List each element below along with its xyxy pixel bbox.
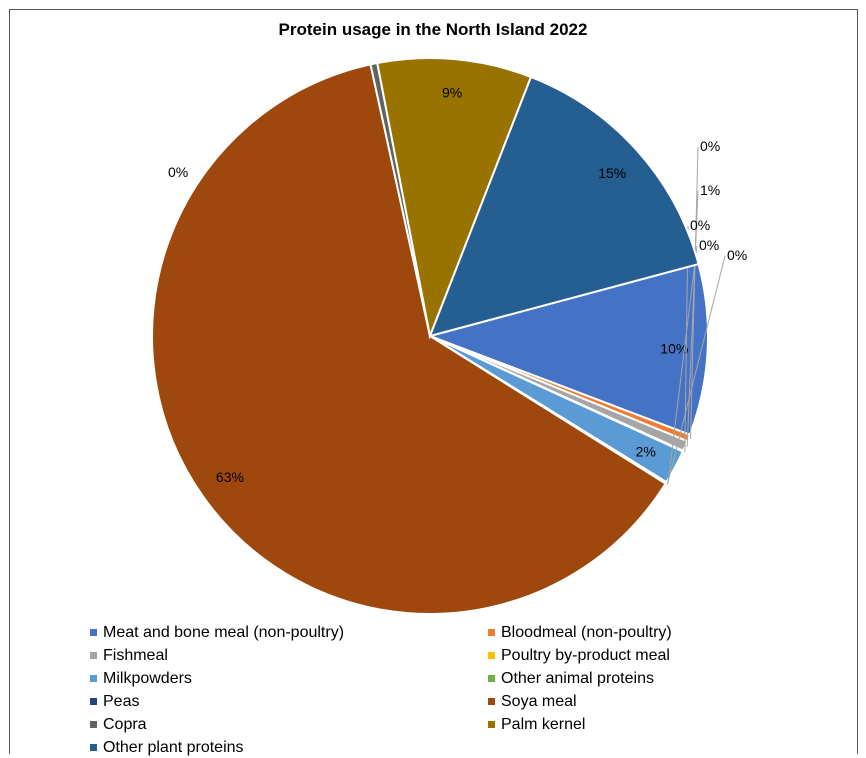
legend-swatch	[488, 698, 495, 705]
legend-label: Bloodmeal (non-poultry)	[501, 623, 672, 641]
pie-slice-palm-kernel	[376, 57, 533, 340]
legend-label: Poultry by-product meal	[501, 646, 670, 664]
legend-swatch	[488, 652, 495, 659]
legend-swatch	[90, 744, 97, 751]
pie-slice-soya-meal	[151, 63, 667, 615]
legend-item: Other animal proteins	[488, 668, 828, 689]
data-label: 0%	[168, 164, 188, 180]
data-label: 0%	[727, 247, 747, 263]
pie-slice-meat-and-bone-meal-non-poultry	[426, 262, 709, 437]
legend-label: Meat and bone meal (non-poultry)	[103, 623, 345, 641]
legend-item: Meat and bone meal (non-poultry)	[90, 622, 488, 643]
legend-item: Bloodmeal (non-poultry)	[488, 622, 828, 643]
legend-swatch	[90, 698, 97, 705]
legend-swatch	[90, 675, 97, 682]
chart-frame	[9, 9, 858, 754]
data-label: 2%	[636, 443, 656, 459]
data-label: 0%	[699, 237, 719, 253]
legend-label: Other animal proteins	[501, 669, 654, 687]
legend-item: Palm kernel	[488, 714, 828, 735]
data-label: 9%	[442, 84, 462, 100]
leader-line	[686, 190, 699, 447]
legend-label: Milkpowders	[103, 669, 192, 687]
pie-chart: 10% 0% 1% 0% 2% 0% 0% 63% 0% 9% 15%	[151, 57, 747, 615]
legend-swatch	[488, 675, 495, 682]
legend-label: Palm kernel	[501, 715, 586, 733]
data-label: 63%	[216, 469, 244, 485]
pie-slice-other-plant-proteins	[428, 75, 700, 338]
legend-label: Copra	[103, 715, 147, 733]
legend-item: Copra	[90, 714, 488, 735]
legend-swatch	[488, 629, 495, 636]
data-label: 0%	[700, 138, 720, 154]
legend-swatch	[90, 629, 97, 636]
legend-swatch	[488, 721, 495, 728]
legend-item: Soya meal	[488, 691, 828, 712]
leader-line	[689, 146, 699, 439]
legend-label: Other plant proteins	[103, 738, 244, 756]
data-label: 15%	[598, 165, 626, 181]
legend-label: Fishmeal	[103, 646, 168, 664]
leader-line	[667, 245, 698, 484]
data-label: 1%	[700, 182, 720, 198]
legend-item: Milkpowders	[90, 668, 488, 689]
leader-line	[666, 255, 726, 485]
legend-item: Fishmeal	[90, 645, 488, 666]
legend-swatch	[90, 721, 97, 728]
chart-title: Protein usage in the North Island 2022	[278, 20, 588, 39]
legend-label: Peas	[103, 692, 140, 710]
data-label: 10%	[660, 340, 688, 356]
data-label: 0%	[690, 217, 710, 233]
legend-item: Poultry by-product meal	[488, 645, 828, 666]
legend-label: Soya meal	[501, 692, 577, 710]
legend-item: Peas	[90, 691, 488, 712]
legend-item: Other plant proteins	[90, 737, 488, 758]
chart-legend: Meat and bone meal (non-poultry) Bloodmea…	[90, 622, 830, 758]
legend-swatch	[90, 652, 97, 659]
